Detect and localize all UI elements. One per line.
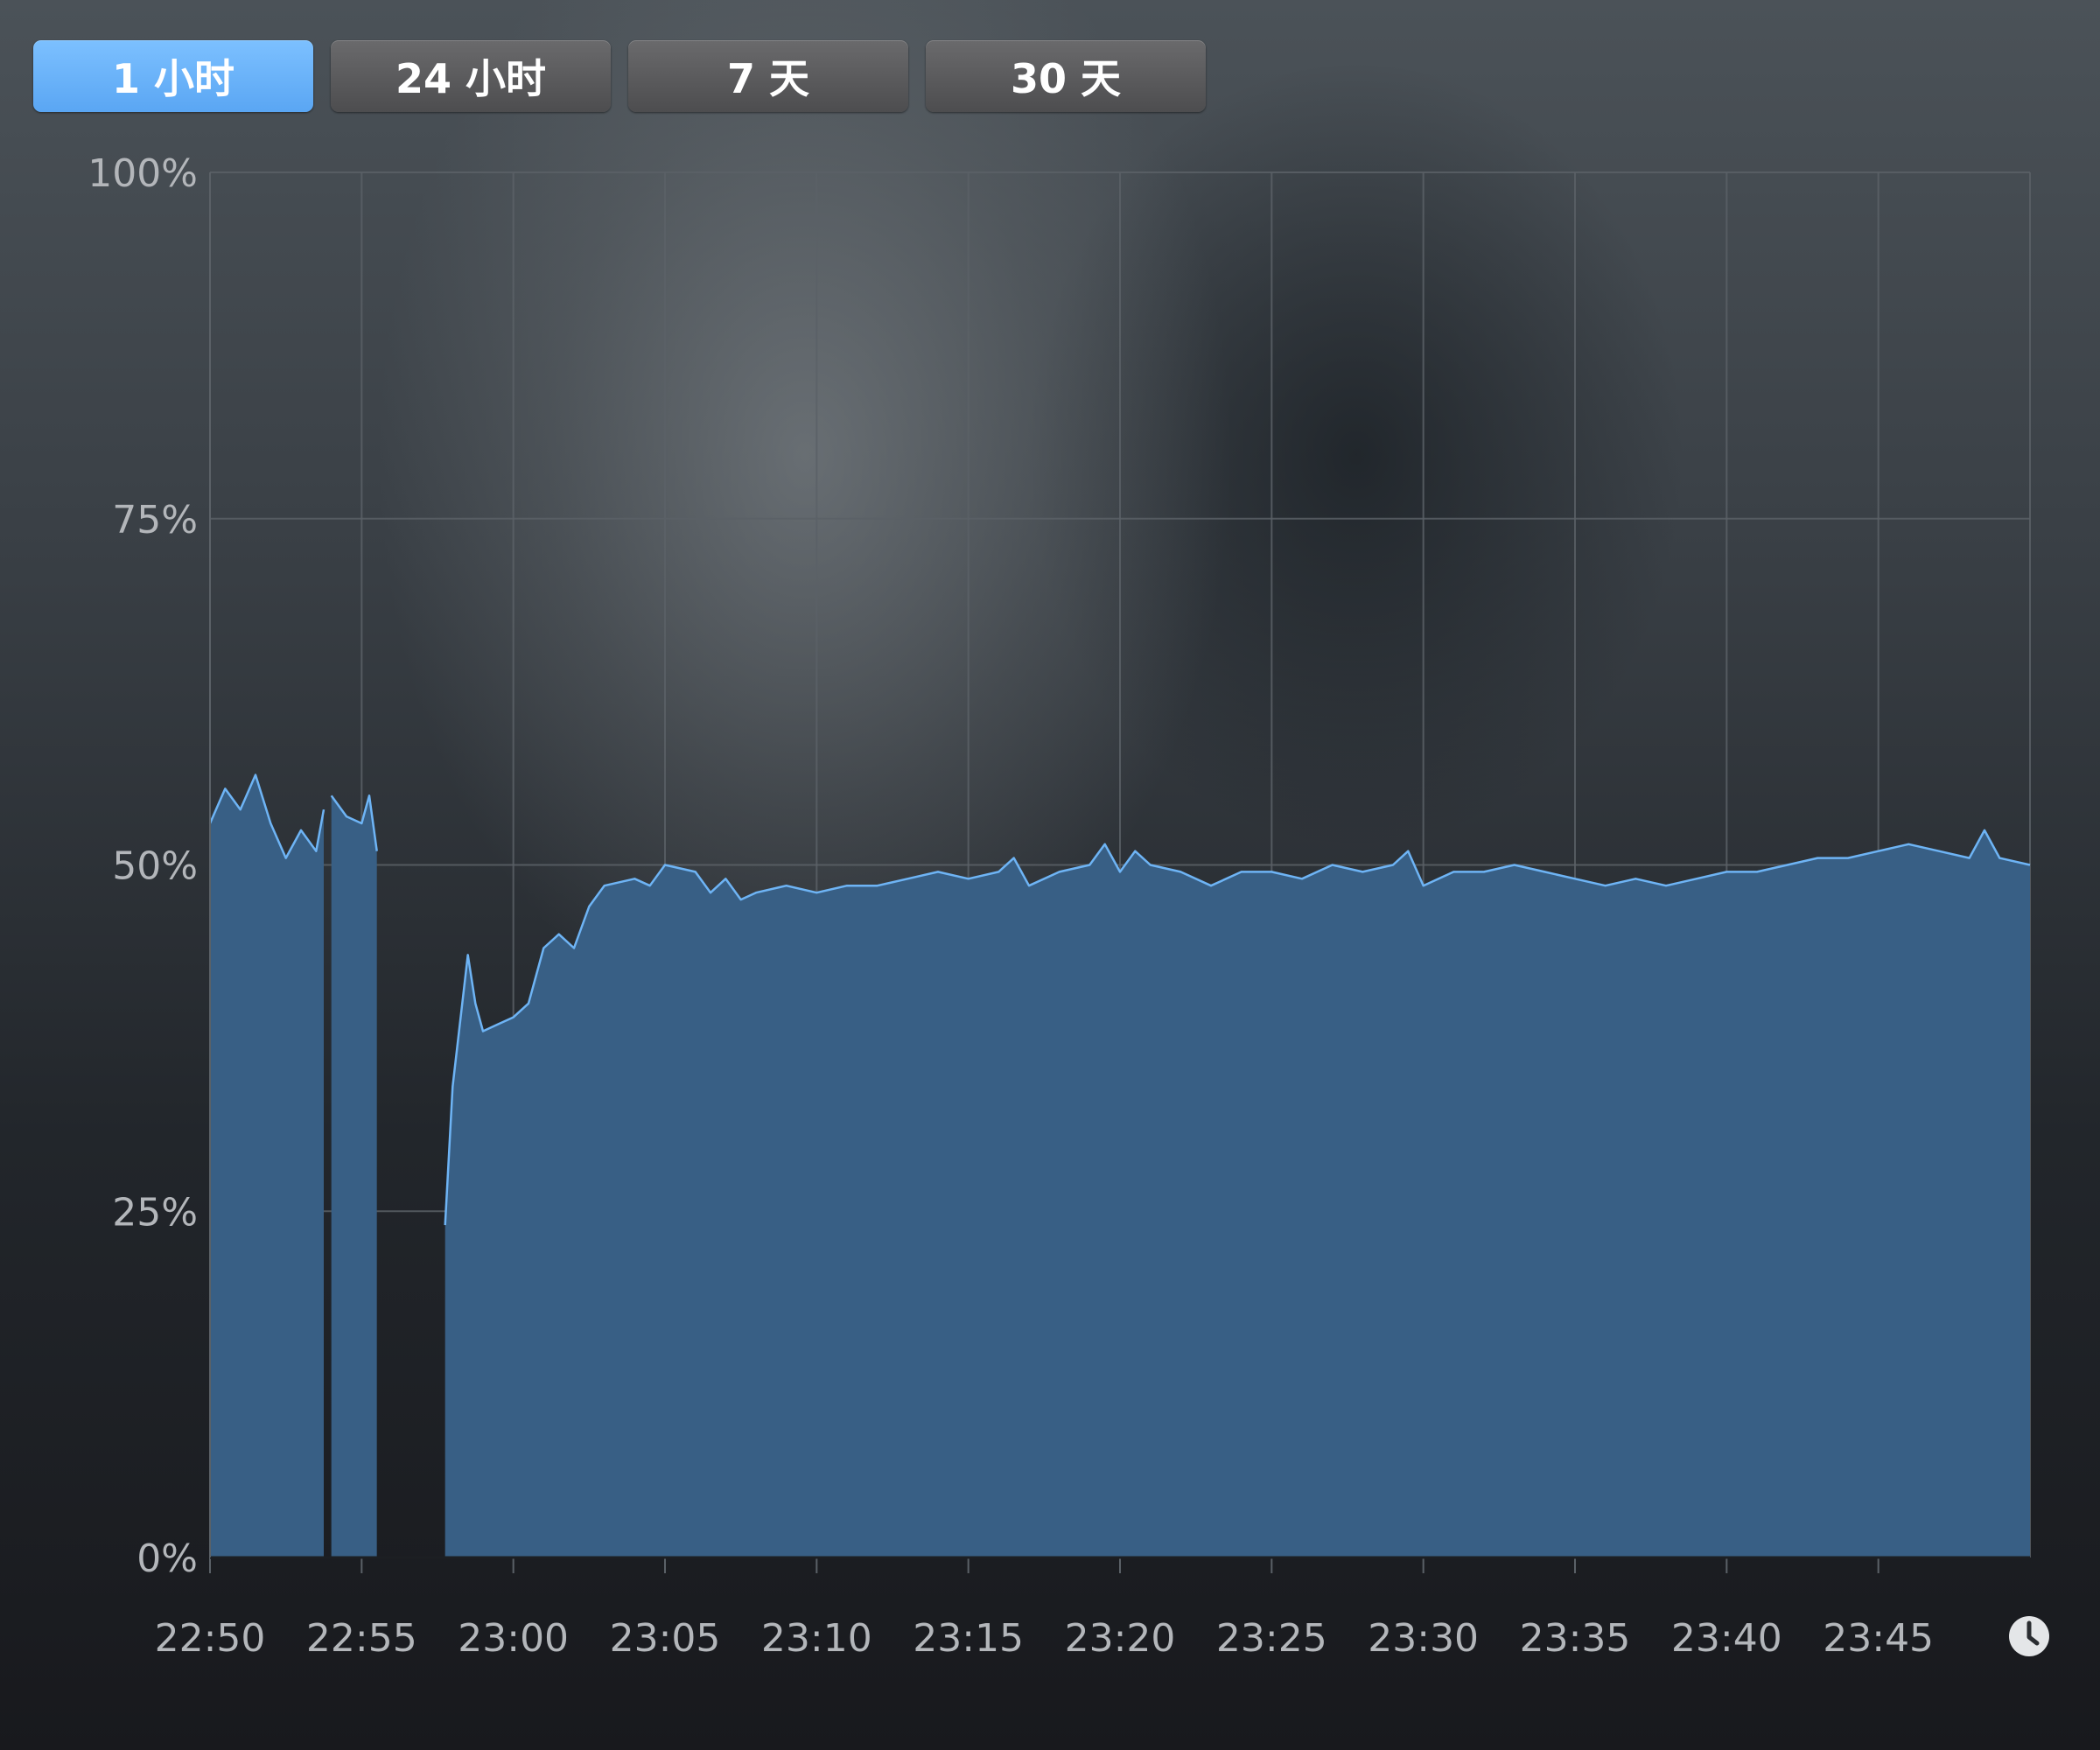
y-tick-label: 50% bbox=[112, 844, 198, 889]
x-tick-label: 23:35 bbox=[1520, 1616, 1631, 1661]
time-range-tabs: 1 小时 24 小时 7 天 30 天 bbox=[33, 40, 1206, 112]
x-tick-label: 23:15 bbox=[913, 1616, 1024, 1661]
area-fill-segment bbox=[331, 795, 377, 1558]
series-line bbox=[208, 774, 326, 859]
x-tick-label: 23:45 bbox=[1823, 1616, 1934, 1661]
tab-30-days[interactable]: 30 天 bbox=[926, 40, 1206, 112]
series-line bbox=[444, 829, 2031, 1226]
chart-axes bbox=[209, 172, 2030, 1559]
y-axis-ticks: 0% 25% 50% 75% 100% bbox=[88, 151, 198, 1581]
x-tick-label: 23:10 bbox=[761, 1616, 872, 1661]
x-tick-label: 23:05 bbox=[610, 1616, 721, 1661]
x-tick-label: 22:50 bbox=[155, 1616, 266, 1661]
tab-7-days[interactable]: 7 天 bbox=[628, 40, 908, 112]
x-tick-label: 23:20 bbox=[1065, 1616, 1176, 1661]
x-tick-label: 23:40 bbox=[1671, 1616, 1782, 1661]
x-tick-label: 23:00 bbox=[458, 1616, 569, 1661]
chart-area-series bbox=[208, 774, 2031, 1558]
x-tick-label: 22:55 bbox=[306, 1616, 417, 1661]
tab-24-hours[interactable]: 24 小时 bbox=[331, 40, 611, 112]
area-fill-segment bbox=[444, 830, 2031, 1558]
x-tick-label: 23:25 bbox=[1216, 1616, 1327, 1661]
y-tick-label: 75% bbox=[112, 498, 198, 542]
area-fill-segment bbox=[210, 774, 324, 1558]
tab-1-hour[interactable]: 1 小时 bbox=[33, 40, 313, 112]
x-tick-label: 23:30 bbox=[1368, 1616, 1479, 1661]
y-tick-label: 100% bbox=[88, 151, 198, 196]
clock-icon[interactable] bbox=[2007, 1614, 2051, 1658]
y-tick-label: 0% bbox=[136, 1536, 198, 1581]
y-tick-label: 25% bbox=[112, 1190, 198, 1235]
series-line bbox=[330, 794, 378, 851]
x-axis-ticks: 22:50 22:55 23:00 23:05 23:10 23:15 23:20 23:25… bbox=[155, 1616, 1934, 1661]
